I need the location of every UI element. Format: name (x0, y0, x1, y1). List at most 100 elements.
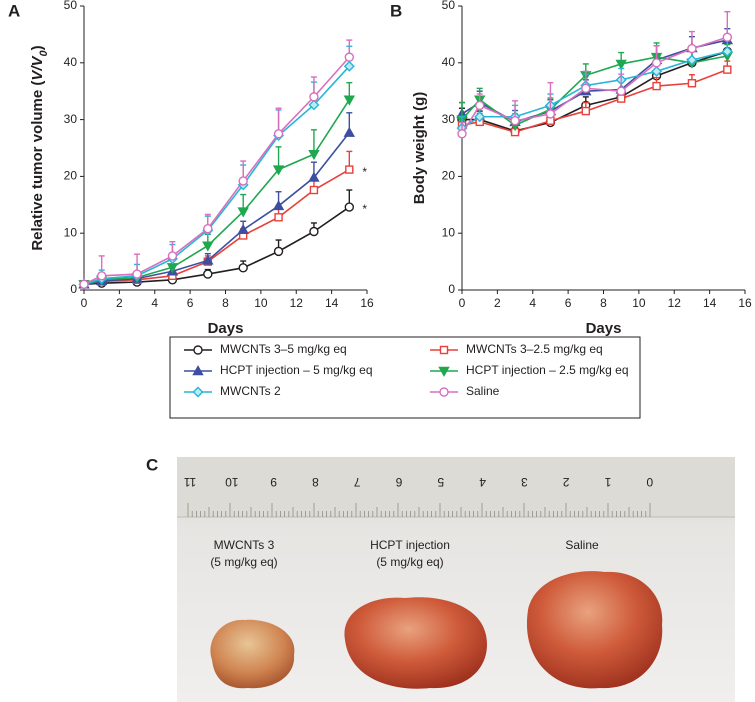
y-axis-label: Body weight (g) (411, 92, 428, 205)
y-tick-label: 0 (70, 282, 77, 296)
marker (308, 99, 320, 111)
marker (96, 271, 107, 281)
marker (722, 32, 733, 42)
marker (238, 263, 248, 273)
marker (616, 86, 626, 96)
marker (545, 109, 556, 119)
y-tick-label: 30 (442, 112, 456, 126)
annotation: * (362, 202, 367, 216)
x-tick-label: 10 (254, 296, 268, 310)
marker (687, 79, 697, 88)
marker (238, 176, 248, 186)
marker (616, 94, 626, 103)
marker (723, 65, 732, 74)
x-tick-label: 12 (668, 296, 682, 310)
ruler-number: 4 (479, 475, 486, 489)
y-tick-label: 40 (442, 55, 456, 69)
tumor-caption: (5 mg/kg eq) (376, 555, 443, 569)
x-tick-label: 8 (600, 296, 607, 310)
x-tick-label: 0 (459, 296, 466, 310)
marker (79, 279, 89, 290)
y-tick-label: 10 (442, 225, 456, 239)
legend-label: Saline (466, 384, 500, 398)
y-tick-label: 50 (442, 0, 456, 12)
legend-marker (192, 365, 204, 376)
marker (273, 246, 284, 257)
marker (237, 207, 249, 218)
marker (345, 165, 354, 174)
ruler-number: 7 (354, 475, 361, 489)
marker (343, 126, 356, 137)
y-tick-label: 40 (64, 55, 78, 69)
marker (272, 200, 285, 211)
marker (510, 116, 520, 126)
ruler-number: 2 (563, 475, 570, 489)
marker (273, 129, 284, 139)
ruler-number: 11 (183, 475, 196, 489)
y-tick-label: 20 (442, 169, 456, 183)
marker (132, 269, 142, 279)
y-tick-label: 30 (64, 112, 78, 126)
y-axis-label-part: ) (29, 45, 46, 50)
x-tick-label: 12 (290, 296, 304, 310)
photo (177, 457, 735, 702)
ruler-number: 9 (270, 475, 277, 489)
x-tick-label: 6 (187, 296, 194, 310)
y-axis-label: Relative tumor volume (V/V0) (29, 45, 50, 250)
marker (615, 59, 627, 70)
ruler-number: 5 (437, 475, 444, 489)
y-tick-label: 50 (64, 0, 78, 12)
y-axis-label-part: Body weight (g) (411, 92, 428, 205)
marker (202, 241, 214, 252)
series-line (83, 65, 350, 286)
series-line (83, 56, 350, 286)
series-line (461, 39, 728, 123)
marker (581, 83, 591, 94)
x-axis-label: Days (208, 320, 244, 337)
tumor-caption: MWCNTs 3 (214, 538, 275, 552)
x-tick-label: 2 (116, 296, 123, 310)
axis (83, 6, 367, 291)
marker (309, 92, 319, 102)
y-axis-label-part: Relative tumor volume ( (29, 81, 46, 251)
x-tick-label: 4 (151, 296, 158, 310)
marker (308, 150, 320, 161)
panel-label: C (146, 455, 158, 474)
marker (721, 45, 733, 57)
legend-box (169, 336, 641, 419)
panel-label: A (8, 1, 20, 20)
tumor-large (526, 571, 663, 689)
marker (652, 81, 661, 91)
legend-label: MWCNTs 2 (220, 384, 281, 398)
marker (344, 52, 355, 62)
ruler-number: 0 (646, 475, 653, 489)
legend-marker (439, 345, 449, 355)
tumor-caption: (5 mg/kg eq) (210, 555, 277, 569)
legend-marker (439, 387, 449, 397)
x-axis-label: Days (586, 320, 622, 337)
marker (308, 171, 320, 182)
y-tick-label: 0 (448, 282, 455, 296)
y-axis-label-part: V/V (29, 54, 46, 80)
marker (202, 254, 214, 265)
series-line (83, 168, 350, 286)
marker (687, 43, 697, 54)
marker (474, 100, 485, 111)
x-tick-label: 16 (360, 296, 374, 310)
x-tick-label: 6 (565, 296, 572, 310)
tumor-caption: Saline (565, 538, 599, 552)
legend-marker (192, 386, 204, 398)
marker (167, 251, 178, 261)
x-tick-label: 14 (325, 296, 339, 310)
legend-marker (438, 366, 450, 377)
x-tick-label: 10 (632, 296, 646, 310)
marker (651, 65, 663, 77)
series-line (83, 99, 350, 286)
tumor-caption: HCPT injection (370, 538, 450, 552)
x-tick-label: 4 (529, 296, 536, 310)
tumor-small (210, 619, 295, 689)
ruler-number: 10 (225, 475, 239, 489)
x-tick-label: 16 (738, 296, 752, 310)
marker (344, 202, 355, 212)
x-tick-label: 8 (222, 296, 229, 310)
